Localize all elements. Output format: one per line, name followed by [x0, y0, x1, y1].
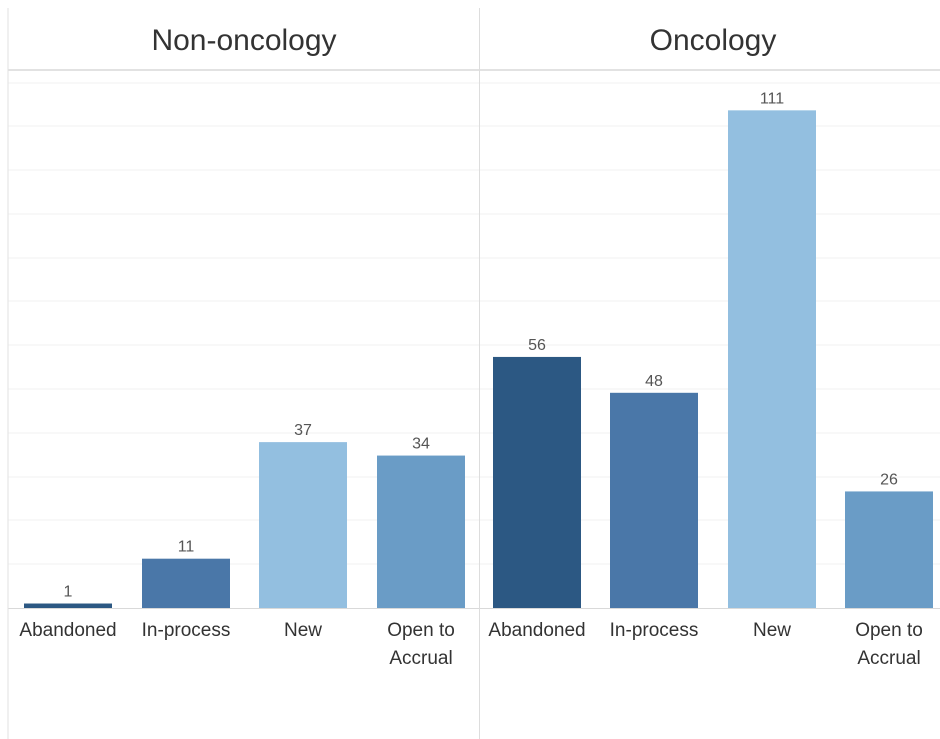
category-label-1-3-line0: Open to	[855, 620, 923, 641]
value-label-0-3: 34	[412, 436, 430, 453]
value-label-0-2: 37	[294, 422, 312, 439]
category-label-0-3-line0: Open to	[387, 620, 455, 641]
category-label-0-0: Abandoned	[19, 620, 116, 641]
bar-1-0	[493, 356, 581, 608]
bar-0-1	[142, 558, 230, 608]
panel-title-0: Non-oncology	[151, 24, 336, 57]
value-label-1-3: 26	[880, 471, 898, 488]
value-label-0-1: 11	[178, 539, 195, 556]
bar-0-3	[377, 455, 465, 608]
bar-1-2	[728, 110, 816, 608]
bar-1-1	[610, 392, 698, 608]
value-label-1-1: 48	[645, 373, 663, 390]
value-label-0-0: 1	[64, 584, 73, 601]
category-label-0-3-line1: Accrual	[389, 648, 452, 669]
bar-0-2	[259, 442, 347, 608]
category-label-0-1: In-process	[142, 620, 231, 641]
value-label-1-2: 111	[760, 90, 784, 107]
category-label-1-0: Abandoned	[488, 620, 585, 641]
category-label-0-2: New	[284, 620, 322, 641]
value-label-1-0: 56	[528, 337, 546, 354]
panel-title-1: Oncology	[650, 24, 777, 57]
category-label-1-3-line1: Accrual	[857, 648, 920, 669]
bar-0-0	[24, 603, 112, 608]
category-label-1-2: New	[753, 620, 791, 641]
category-label-1-1: In-process	[610, 620, 699, 641]
bar-1-3	[845, 491, 933, 608]
